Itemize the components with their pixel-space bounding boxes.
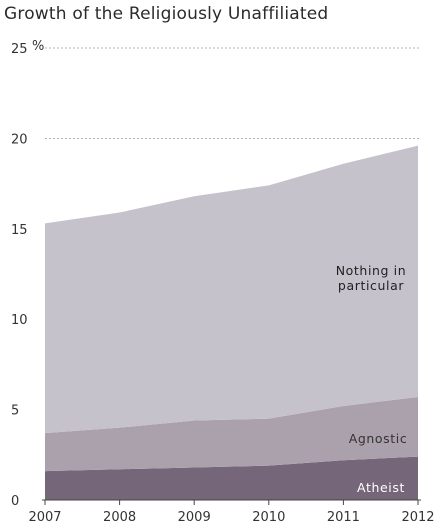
series-label-line: Agnostic (349, 431, 408, 446)
area-nothing-in-particular (45, 145, 418, 434)
x-tick-label: 2010 (252, 510, 285, 525)
series-label-line: particular (338, 278, 404, 293)
x-tick-label: 2012 (401, 510, 434, 525)
y-tick-label: 0 (11, 494, 19, 509)
area-agnostic (45, 396, 418, 472)
series-label: Nothing in particular (336, 263, 407, 293)
series-label-line: Atheist (357, 480, 405, 495)
area-layer (45, 145, 418, 500)
x-tick-label: 2007 (28, 510, 61, 525)
series-label: Atheist (357, 480, 405, 495)
x-tick-label: 2009 (178, 510, 211, 525)
series-label-line: Nothing in (336, 263, 407, 278)
grid-layer (45, 47, 421, 139)
y-tick-label: 15 (11, 223, 28, 238)
series-label: Agnostic (349, 431, 408, 446)
label-layer: Atheist Agnostic Nothing in particular (336, 263, 408, 495)
axis-layer: 2007 2008 2009 2010 2011 2012 0 5 10 15 20 25% (11, 39, 435, 525)
y-unit-label: % (32, 39, 44, 54)
y-tick-label: 5 (11, 404, 19, 419)
y-tick-label: 20 (11, 132, 28, 147)
x-tick-label: 2011 (327, 510, 360, 525)
y-tick-label: 10 (11, 313, 28, 328)
y-tick-label: 25 (11, 42, 28, 57)
chart-title: Growth of the Religiously Unaffiliated (4, 4, 329, 24)
x-tick-label: 2008 (103, 510, 136, 525)
area-atheist (45, 456, 418, 500)
